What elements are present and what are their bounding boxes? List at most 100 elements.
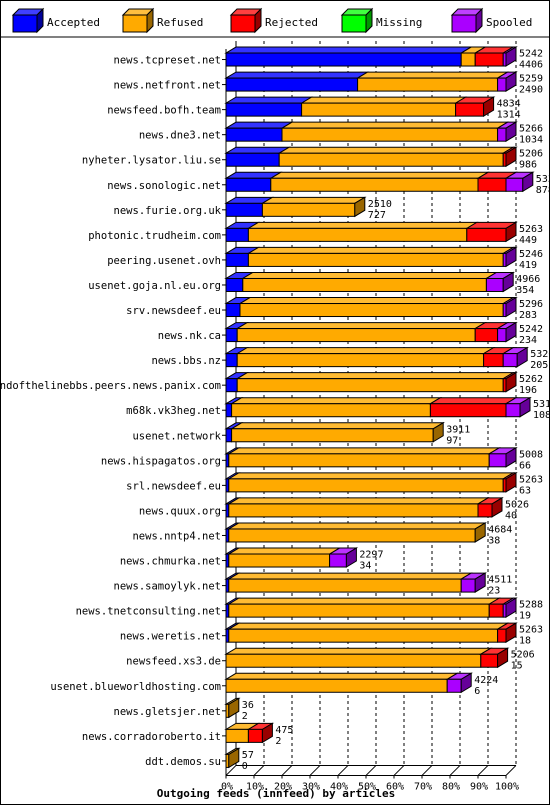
row-label: ddt.demos.su [145, 756, 221, 768]
bar-accepted-label: 419 [519, 260, 537, 271]
row-label: news.netfront.net [114, 80, 221, 92]
bar-side-refused [354, 196, 366, 218]
bar-segment-refused [278, 152, 504, 167]
bar-segment-accepted [225, 353, 238, 368]
bar-side-rejected [491, 497, 503, 518]
bar-row [224, 471, 518, 493]
bar-row [224, 497, 504, 518]
bar-segment-refused [225, 678, 448, 693]
bar-segment-rejected [474, 328, 499, 343]
bar-row [224, 196, 367, 218]
bar-total-label: 4224 [474, 675, 498, 686]
bar-segment-spooled [329, 553, 347, 568]
bar-total-label: 5242 [519, 324, 543, 335]
x-tick-label: 100% [495, 781, 519, 792]
row-label: newsfeed.xs3.de [126, 656, 221, 668]
bar-segment-accepted [225, 202, 263, 217]
bar-segment-spooled [505, 403, 521, 418]
bar-row [224, 697, 241, 719]
bar-top-refused [299, 96, 468, 104]
bar-top-refused [226, 447, 502, 455]
bar-total-label: 5259 [519, 74, 543, 85]
bar-row [224, 522, 488, 543]
bar-total-label: 5246 [519, 249, 543, 260]
bar-row [224, 722, 275, 744]
bar-segment-accepted [225, 52, 462, 67]
bar-top-refused [240, 271, 499, 279]
bar-side-refused [474, 522, 486, 543]
bar-accepted-label: 97 [446, 435, 458, 446]
bar-accepted-label: 108 [533, 410, 549, 421]
bar-top-refused [260, 196, 367, 204]
bar-accepted-label: 1034 [519, 135, 543, 146]
bar-side-spooled [502, 271, 514, 293]
bar-segment-refused [236, 378, 504, 393]
x-tick-label: 70% [414, 781, 432, 792]
row-label: news.bbs.nz [151, 355, 221, 367]
bar-side-rejected [505, 146, 517, 168]
bar-total-label: 5310 [533, 399, 549, 410]
bar-total-label: 5206 [511, 650, 535, 661]
bar-segment-rejected [474, 52, 504, 67]
bar-accepted-label: 205 [530, 360, 548, 371]
row-label: endofthelinebbs.peers.news.panix.com [1, 380, 221, 392]
bar-segment-accepted [225, 127, 283, 142]
bar-segment-accepted [225, 378, 238, 393]
bar-accepted-label: 38 [488, 535, 500, 546]
bar-top-accepted [224, 96, 314, 104]
bar-accepted-label: 19 [519, 611, 531, 622]
bar-top-accepted [224, 71, 370, 79]
row-label: usenet.goja.nl.eu.org [88, 280, 221, 292]
legend-item-refused: Refused [121, 7, 203, 34]
gridline-floor [337, 765, 349, 776]
bar-segment-spooled [497, 328, 507, 343]
bar-side-rejected [505, 371, 517, 393]
bar-side-spooled [516, 346, 528, 368]
bar-total-label: 5263 [519, 224, 543, 235]
bar-row [224, 446, 518, 468]
bar-row [224, 96, 496, 118]
row-label: photonic.trudheim.com [88, 230, 221, 242]
bar-top-accepted [224, 146, 292, 154]
x-tick-label: 90% [470, 781, 488, 792]
bar-side-spooled [460, 672, 472, 694]
bar-total-label: 5288 [519, 600, 543, 611]
bar-row [224, 171, 535, 193]
bar-top-refused [226, 472, 516, 480]
legend-swatch [341, 14, 367, 33]
bar-segment-spooled [497, 77, 507, 92]
x-tick-label: 30% [302, 781, 320, 792]
bar-total-label: 3911 [446, 424, 470, 435]
bar-segment-refused [228, 628, 499, 643]
bar-side-spooled [505, 597, 517, 619]
row-label: peering.usenet.ovh [107, 255, 221, 267]
bar-top-refused [229, 397, 443, 405]
bar-side-rejected [483, 96, 495, 118]
bar-row [224, 421, 446, 443]
chart-title: Outgoing feeds (innfeed) by articles [157, 787, 395, 800]
bar-segment-spooled [497, 127, 507, 142]
bar-top-refused [224, 647, 493, 655]
bar-segment-accepted [225, 328, 238, 343]
bar-row [224, 271, 516, 293]
bar-total-label: 4511 [488, 575, 512, 586]
row-label: m68k.vk3heg.net [126, 405, 221, 417]
bar-accepted-label: 196 [519, 385, 537, 396]
bar-segment-rejected [247, 728, 263, 743]
bar-segment-refused [231, 428, 434, 443]
bar-row [224, 547, 359, 568]
row-label: news.hispagatos.org [101, 455, 221, 467]
bar-top-refused [246, 221, 479, 229]
bar-segment-refused [225, 728, 249, 743]
bar-side-spooled [505, 446, 517, 468]
row-label: news.sonologic.net [107, 180, 221, 192]
bar-segment-spooled [488, 453, 507, 468]
bar-top-refused [235, 372, 516, 380]
bar-side-rejected [261, 722, 273, 744]
bar-accepted-label: 2 [242, 711, 248, 722]
bar-accepted-label: 2 [275, 736, 281, 747]
bar-row [224, 121, 518, 143]
bar-accepted-label: 878 [536, 185, 549, 196]
row-label: news.corradoroberto.it [82, 731, 221, 743]
bar-total-label: 5008 [519, 449, 543, 460]
